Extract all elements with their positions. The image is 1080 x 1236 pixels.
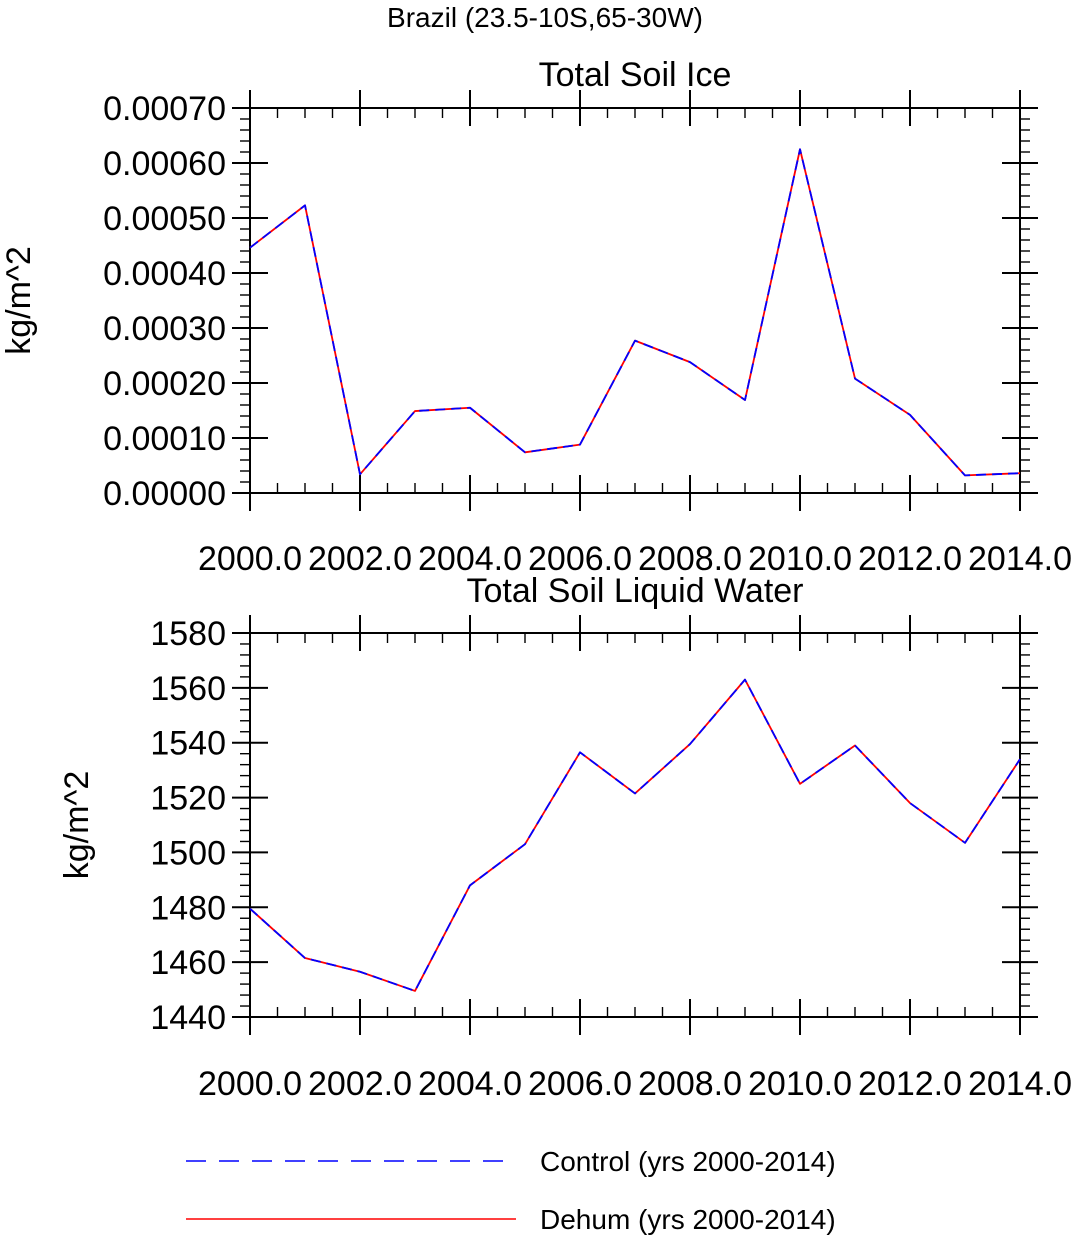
series-line-dehum — [249, 678, 1021, 992]
y-tick-label: 0.00050 — [103, 200, 226, 238]
y-tick-label: 1460 — [150, 944, 226, 982]
y-tick-label: 0.00030 — [103, 310, 226, 348]
x-tick-label: 2006.0 — [528, 540, 632, 578]
x-tick-label: 2008.0 — [638, 540, 742, 578]
chart-title: Total Soil Liquid Water — [466, 572, 803, 610]
legend-label-control: Control (yrs 2000-2014) — [540, 1146, 836, 1177]
chart-title: Total Soil Ice — [539, 56, 732, 94]
x-tick-label: 2000.0 — [198, 1065, 302, 1103]
x-tick-label: 2010.0 — [748, 1065, 852, 1103]
y-tick-label: 0.00070 — [103, 90, 226, 128]
x-tick-label: 2006.0 — [528, 1065, 632, 1103]
y-tick-label: 1560 — [150, 670, 226, 708]
figure-suptitle: Brazil (23.5-10S,65-30W) — [387, 2, 703, 33]
x-tick-label: 2012.0 — [858, 540, 962, 578]
y-tick-label: 0.00000 — [103, 475, 226, 513]
y-tick-label: 0.00020 — [103, 365, 226, 403]
x-tick-label: 2014.0 — [968, 540, 1072, 578]
x-tick-label: 2002.0 — [308, 1065, 412, 1103]
plot-frame — [249, 632, 1021, 1018]
plot-frame — [249, 107, 1021, 494]
x-tick-label: 2000.0 — [198, 540, 302, 578]
x-tick-label: 2012.0 — [858, 1065, 962, 1103]
y-tick-label: 0.00010 — [103, 420, 226, 458]
y-tick-label: 0.00060 — [103, 145, 226, 183]
y-axis-label: kg/m^2 — [58, 771, 96, 880]
y-tick-label: 1520 — [150, 780, 226, 818]
soil-liquid-water-panel: Total Soil Liquid Water kg/m^2 1440 1460 148… — [58, 572, 1072, 1103]
legend-label-dehum: Dehum (yrs 2000-2014) — [540, 1204, 836, 1235]
y-tick-label: 1580 — [150, 615, 226, 653]
y-tick-label: 1440 — [150, 999, 226, 1037]
y-tick-label: 1480 — [150, 889, 226, 927]
x-tick-label: 2004.0 — [418, 540, 522, 578]
y-axis-label: kg/m^2 — [0, 246, 38, 355]
y-tick-label: 1500 — [150, 834, 226, 872]
x-tick-label: 2002.0 — [308, 540, 412, 578]
x-tick-label: 2008.0 — [638, 1065, 742, 1103]
series-line-control — [249, 678, 1021, 992]
series-line-dehum — [249, 148, 1021, 477]
soil-ice-panel: Total Soil Ice kg/m^2 0.00000 0.00010 0.0002… — [0, 56, 1072, 578]
series-line-control — [249, 148, 1021, 477]
x-tick-label: 2014.0 — [968, 1065, 1072, 1103]
legend: Control (yrs 2000-2014) Dehum (yrs 2000-… — [186, 1146, 836, 1235]
x-tick-label: 2010.0 — [748, 540, 852, 578]
y-tick-label: 0.00040 — [103, 255, 226, 293]
y-tick-label: 1540 — [150, 725, 226, 763]
x-tick-label: 2004.0 — [418, 1065, 522, 1103]
